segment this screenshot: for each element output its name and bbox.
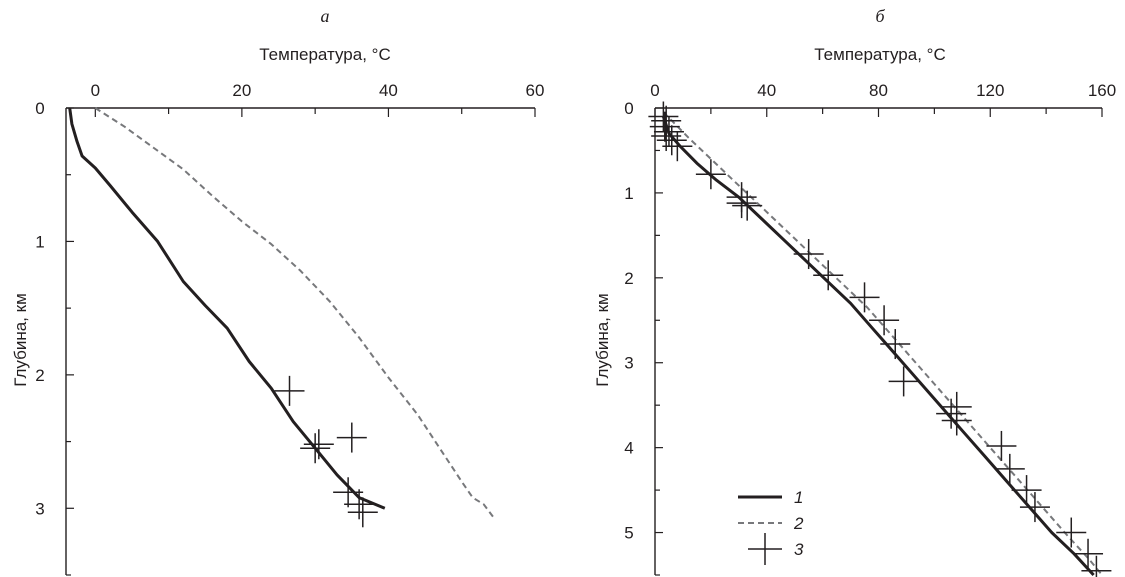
panel-letter: а (321, 6, 330, 26)
x-tick-label: 160 (1088, 81, 1116, 100)
y-axis-title: Глубина, км (11, 293, 30, 387)
cross-marker (994, 453, 1025, 484)
y-axis-title: Глубина, км (593, 293, 612, 387)
x-tick-label: 0 (650, 81, 659, 100)
x-tick-label: 20 (232, 81, 251, 100)
y-tick-label: 0 (35, 99, 44, 118)
cross-marker (274, 375, 305, 406)
legend: 1 2 3 (738, 488, 804, 565)
x-tick-label: 40 (379, 81, 398, 100)
x-axis-title: Температура, °C (259, 45, 390, 64)
cross-marker (726, 188, 757, 219)
cross-marker (662, 131, 693, 162)
cross-marker (1019, 492, 1050, 523)
y-tick-label: 1 (35, 232, 44, 251)
cross-marker (1073, 538, 1104, 569)
y-tick-label: 3 (35, 499, 44, 518)
cross-marker (1011, 475, 1042, 506)
cross-marker (653, 116, 684, 147)
x-tick-label: 0 (91, 81, 100, 100)
cross-marker (695, 159, 726, 190)
cross-marker (941, 391, 972, 422)
x-tick-label: 80 (869, 81, 888, 100)
cross-marker (656, 125, 687, 156)
legend-label: 3 (794, 540, 804, 559)
series-3-markers (274, 375, 378, 528)
series-1-line (68, 107, 386, 510)
legend-label: 1 (794, 488, 803, 507)
series-1-line (661, 116, 1095, 577)
y-tick-label: 1 (624, 184, 633, 203)
cross-marker (849, 282, 880, 313)
x-tick-label: 60 (526, 81, 545, 100)
panel-b: б Температура, °C 0 40 80 120 160 0 1 2 3 4 5 Глубина… (593, 6, 1116, 577)
cross-marker (813, 260, 844, 291)
x-tick-label: 40 (757, 81, 776, 100)
cross-marker (303, 429, 334, 460)
y-tick-label: 4 (624, 439, 633, 458)
y-tick-label: 0 (624, 99, 633, 118)
panel-a: а Температура, °C 0 20 40 60 0 1 2 3 Глубина, км (11, 6, 545, 576)
x-axis-title: Температура, °C (814, 45, 945, 64)
cross-marker (732, 190, 763, 221)
y-tick-label: 2 (624, 269, 633, 288)
cross-marker (936, 398, 967, 429)
series-2-line (662, 111, 1103, 576)
cross-marker (347, 497, 378, 528)
x-tick-label: 120 (976, 81, 1004, 100)
cross-marker (1081, 555, 1112, 577)
cross-marker (336, 422, 367, 453)
cross-marker (333, 477, 364, 508)
panel-letter: б (875, 6, 885, 26)
y-tick-label: 5 (624, 524, 633, 543)
cross-marker (344, 489, 375, 520)
cross-marker (300, 433, 331, 464)
y-tick-label: 3 (624, 354, 633, 373)
y-tick-label: 2 (35, 366, 44, 385)
cross-marker (793, 239, 824, 270)
legend-label: 2 (793, 514, 804, 533)
cross-marker (888, 366, 919, 397)
cross-marker (869, 305, 900, 336)
cross-marker (986, 430, 1017, 461)
cross-marker (1056, 517, 1087, 548)
cross-marker (880, 329, 911, 360)
series-2-line (94, 107, 496, 520)
series-3-markers (648, 101, 1112, 577)
